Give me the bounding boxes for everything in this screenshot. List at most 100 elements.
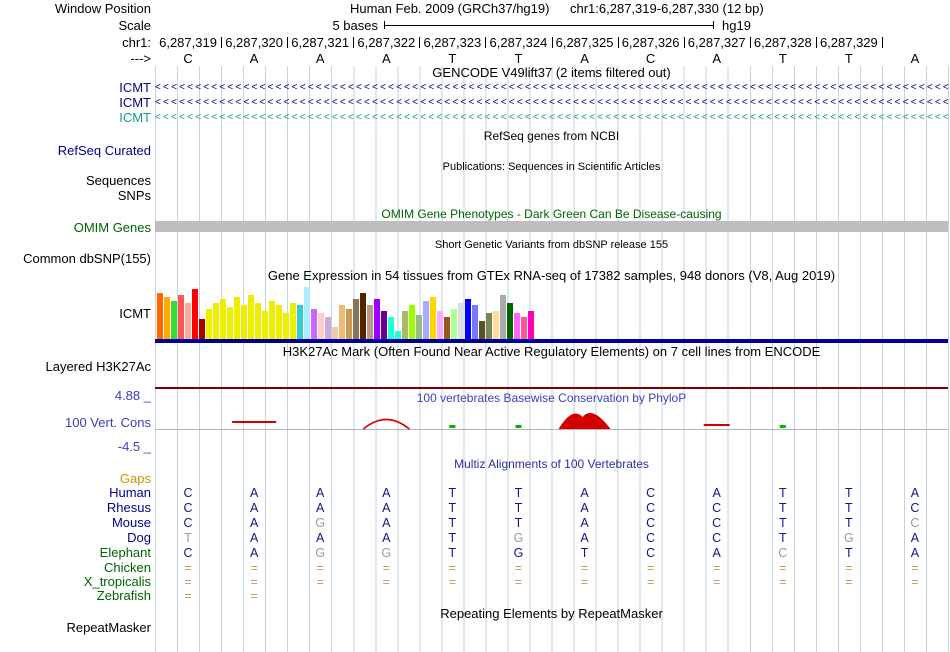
gtex-tissue-bar: [269, 301, 275, 339]
aligned-base: =: [580, 575, 589, 589]
position-tick: [749, 37, 751, 48]
gtex-tissue-bar: [164, 297, 170, 339]
gtex-tissue-bar: [185, 303, 191, 339]
aligned-base: =: [316, 575, 324, 589]
aligned-base: =: [713, 575, 721, 589]
position-label: 6,287,323: [423, 35, 482, 50]
aligned-base: A: [249, 546, 259, 560]
gtex-tissue-bar: [199, 319, 205, 339]
phylop-track-title: 100 vertebrates Basewise Conservation by…: [416, 391, 687, 405]
aligned-base: A: [316, 501, 325, 515]
aligned-base: =: [845, 561, 853, 575]
position-tick: [815, 37, 817, 48]
aligned-base: A: [249, 501, 259, 515]
gtex-tissue-bar: [157, 293, 163, 339]
track-label-gaps[interactable]: Gaps: [119, 471, 151, 486]
gene-label-icmt[interactable]: ICMT: [119, 110, 151, 125]
conservation-mark: [515, 425, 522, 428]
species-label-rhesus[interactable]: Rhesus: [106, 500, 151, 515]
track-label-100-vert-cons[interactable]: 100 Vert. Cons: [65, 415, 151, 430]
gtex-gene-label[interactable]: ICMT: [119, 306, 151, 321]
aligned-base: C: [910, 516, 920, 530]
gene-strand-arrows[interactable]: <<<<<<<<<<<<<<<<<<<<<<<<<<<<<<<<<<<<<<<<…: [155, 112, 948, 123]
aligned-base: A: [712, 546, 721, 560]
track-label-repeatmasker[interactable]: RepeatMasker: [66, 620, 151, 635]
aligned-base: A: [910, 546, 920, 560]
aligned-base: T: [845, 501, 853, 515]
aligned-base: =: [713, 561, 721, 575]
refseq-track-title: RefSeq genes from NCBI: [483, 129, 620, 143]
position-tick: [353, 37, 355, 48]
aligned-base: =: [514, 561, 523, 575]
aligned-base: T: [845, 516, 853, 530]
gtex-tissue-bar: [367, 305, 373, 339]
aligned-base: C: [778, 546, 788, 560]
aligned-base: A: [249, 516, 259, 530]
omim-gene-bar[interactable]: [155, 221, 948, 232]
gtex-tissue-bar: [521, 317, 527, 339]
gtex-tissue-bar: [248, 295, 254, 339]
reference-base: A: [580, 51, 589, 66]
aligned-base: T: [184, 531, 192, 545]
aligned-base: C: [712, 531, 722, 545]
species-label-chicken[interactable]: Chicken: [104, 560, 151, 575]
position-label: 6,287,325: [555, 35, 614, 50]
base-position-guidelines: [155, 66, 949, 652]
track-label-omim-genes[interactable]: OMIM Genes: [73, 220, 151, 235]
aligned-base: T: [778, 486, 787, 500]
conservation-mark: [362, 418, 410, 430]
conservation-signal[interactable]: [155, 404, 948, 450]
species-label-elephant[interactable]: Elephant: [99, 545, 151, 560]
repeatmasker-track-title: Repeating Elements by RepeatMasker: [440, 606, 663, 621]
species-label-human[interactable]: Human: [109, 485, 151, 500]
reference-base: T: [514, 51, 523, 66]
scale-bar-left-tick: [384, 21, 385, 29]
reference-base: A: [712, 51, 722, 66]
gene-strand-arrows[interactable]: <<<<<<<<<<<<<<<<<<<<<<<<<<<<<<<<<<<<<<<<…: [155, 82, 948, 93]
aligned-base: T: [778, 531, 787, 545]
aligned-base: =: [184, 575, 192, 589]
conservation-mark: [779, 425, 786, 428]
aligned-base: A: [382, 501, 391, 515]
gene-label-icmt[interactable]: ICMT: [119, 95, 151, 110]
position-range: chr1:6,287,319-6,287,330 (12 bp): [570, 1, 764, 16]
aligned-base: C: [646, 486, 656, 500]
aligned-base: C: [646, 516, 656, 530]
gene-label-icmt[interactable]: ICMT: [119, 80, 151, 95]
reference-base: A: [910, 51, 920, 66]
species-label-dog[interactable]: Dog: [127, 530, 151, 545]
aligned-base: T: [845, 486, 853, 500]
gtex-tissue-bar: [283, 313, 289, 339]
aligned-base: A: [580, 501, 589, 515]
alignment-row-zebrafish: = =: [155, 589, 948, 603]
conservation-min-value: -4.5 _: [117, 439, 151, 454]
aligned-base: =: [779, 575, 787, 589]
position-label: 6,287,329: [819, 35, 878, 50]
aligned-base: T: [580, 546, 589, 560]
track-label-layered-h3k27ac[interactable]: Layered H3K27Ac: [45, 359, 151, 374]
aligned-base: C: [183, 516, 193, 530]
aligned-base: A: [382, 531, 391, 545]
gtex-tissue-bar: [213, 303, 219, 339]
gene-strand-arrows[interactable]: <<<<<<<<<<<<<<<<<<<<<<<<<<<<<<<<<<<<<<<<…: [155, 97, 948, 108]
aligned-base: A: [580, 531, 589, 545]
track-label-common-dbsnp[interactable]: Common dbSNP(155): [23, 251, 151, 266]
aligned-base: C: [646, 501, 656, 515]
gtex-expression-chart[interactable]: [157, 284, 539, 339]
gtex-gene-model-line[interactable]: [155, 339, 948, 343]
gtex-tissue-bar: [262, 311, 268, 339]
scale-label: Scale: [118, 18, 151, 33]
species-label-zebrafish[interactable]: Zebrafish: [96, 588, 151, 603]
gtex-tissue-bar: [472, 305, 478, 339]
aligned-base: =: [382, 575, 390, 589]
position-label: 6,287,319: [159, 35, 217, 50]
track-label-snps[interactable]: SNPs: [117, 188, 151, 203]
track-label-refseq-curated[interactable]: RefSeq Curated: [57, 143, 151, 158]
gtex-tissue-bar: [220, 299, 226, 339]
species-label-x_tropicalis[interactable]: X_tropicalis: [83, 574, 151, 589]
track-label-sequences[interactable]: Sequences: [85, 173, 151, 188]
species-label-mouse[interactable]: Mouse: [111, 515, 151, 530]
